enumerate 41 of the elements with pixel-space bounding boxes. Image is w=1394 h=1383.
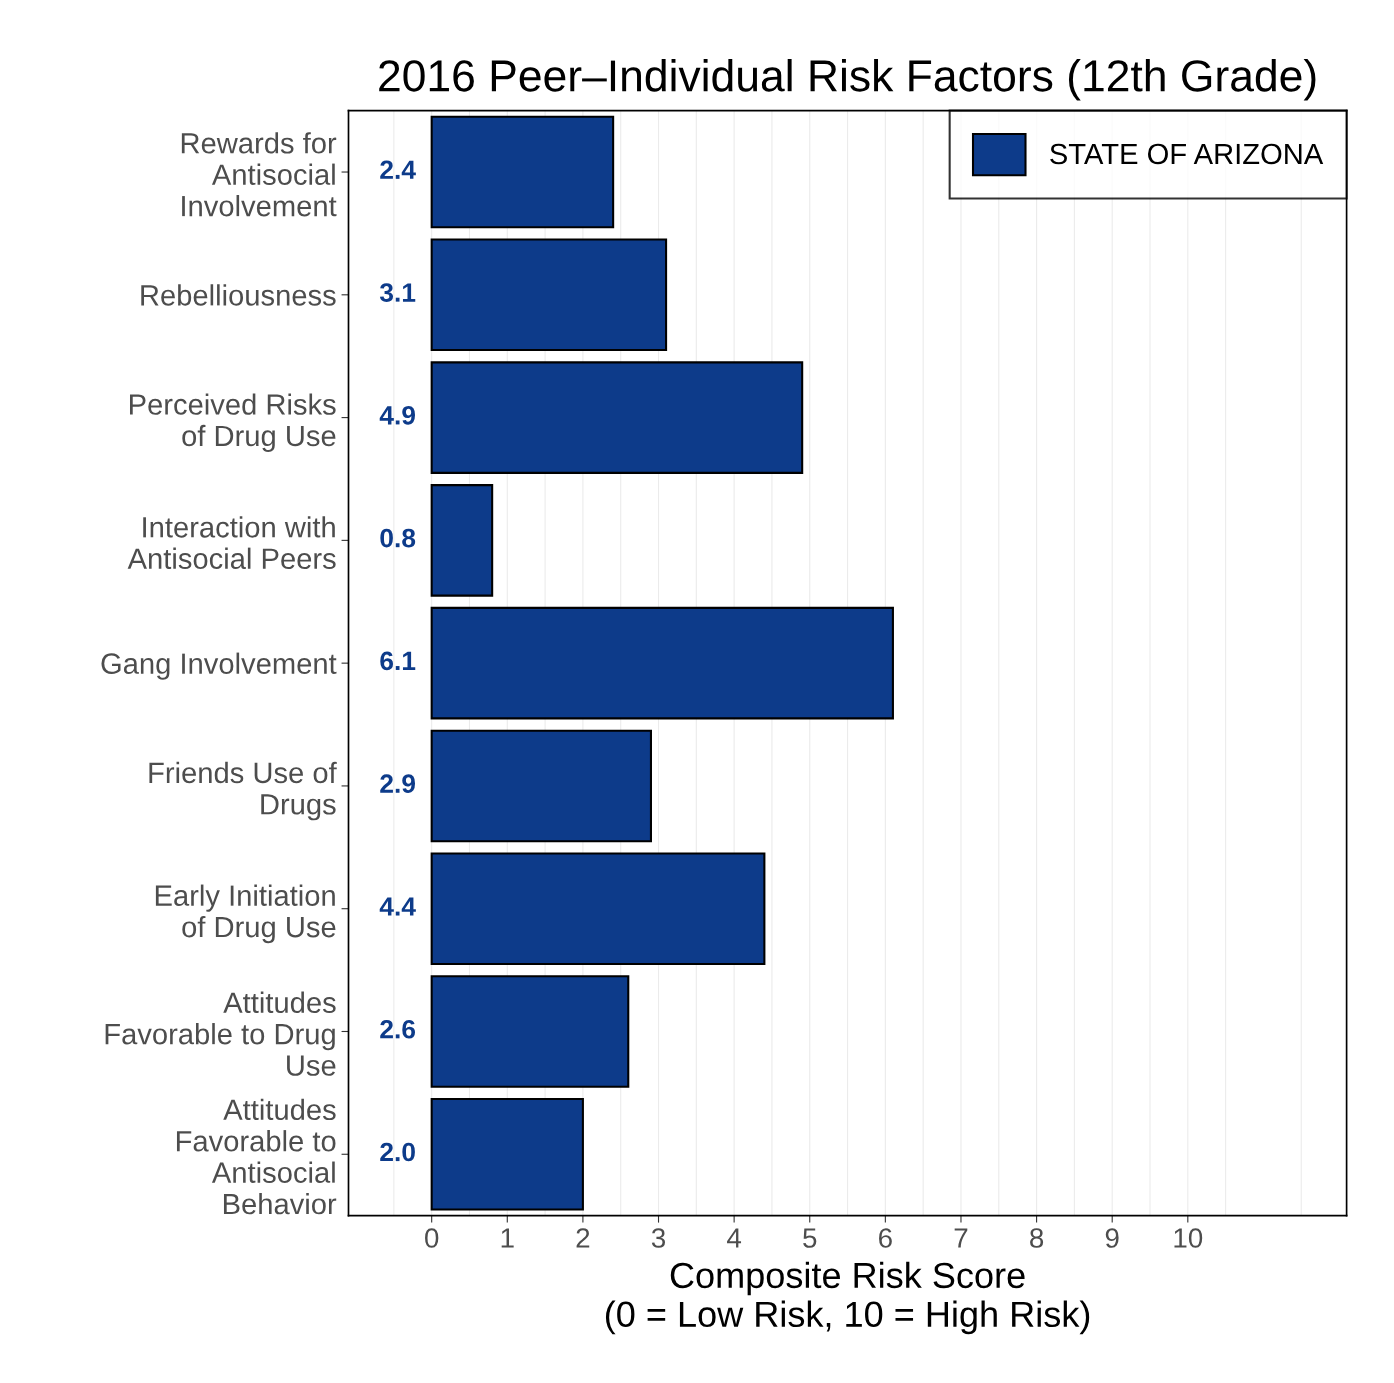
bar — [430, 975, 630, 1088]
x-tick-label: 3 — [651, 1228, 666, 1248]
data-label: 0.8 — [380, 528, 416, 548]
data-label: 2.6 — [380, 1019, 416, 1039]
data-label: 4.4 — [379, 897, 416, 916]
x-tick-label: 9 — [1105, 1228, 1119, 1248]
x-tick-label: 4 — [727, 1228, 742, 1248]
y-tick-label: Early Initiation of Drug Use — [155, 884, 336, 944]
bar — [430, 361, 804, 474]
x-tick-label: 7 — [954, 1228, 968, 1248]
y-tick-label: Friends Use of Drugs — [149, 761, 337, 821]
data-label: 6.1 — [380, 651, 416, 671]
bar — [430, 729, 652, 843]
data-label: 2.0 — [380, 1142, 415, 1162]
y-tick-label: Interaction with Antisocial Peers — [127, 516, 336, 570]
x-tick-label: 6 — [879, 1228, 892, 1248]
x-tick-label: 2 — [576, 1228, 590, 1248]
data-label: 2.4 — [380, 160, 416, 179]
bar — [430, 852, 766, 965]
x-axis-title: Composite Risk Score (0 = Low Risk, 10 = High Risk) — [605, 1261, 1090, 1335]
data-label: 4.9 — [379, 405, 416, 425]
y-tick-label: Rebelliousness — [141, 284, 336, 306]
chart-title: 2016 Peer–Individual Risk Factors (12th Grade) — [379, 58, 1316, 101]
x-tick-label: 8 — [1030, 1228, 1044, 1248]
y-tick-label: Perceived Risks of Drug Use — [130, 393, 336, 453]
y-tick-label: Attitudes Favorable to Drug Use — [105, 991, 336, 1076]
y-tick-label: Attitudes Favorable to Antisocial Behavior — [176, 1098, 337, 1215]
x-tick-label: 0 — [425, 1228, 439, 1248]
x-tick-label: 5 — [803, 1228, 817, 1248]
bar — [430, 115, 615, 229]
bar — [430, 1097, 584, 1211]
bar — [430, 484, 494, 597]
data-label: 2.9 — [380, 774, 416, 794]
legend-label: STATE OF ARIZONA — [1050, 143, 1324, 165]
bar — [430, 238, 668, 352]
data-label: 3.1 — [379, 283, 416, 302]
bar — [430, 606, 894, 720]
x-tick-label: 10 — [1174, 1228, 1203, 1248]
x-tick-label: 1 — [501, 1228, 514, 1248]
y-tick-label: Gang Involvement — [101, 652, 337, 680]
y-tick-label: Rewards for Antisocial Involvement — [181, 132, 337, 217]
